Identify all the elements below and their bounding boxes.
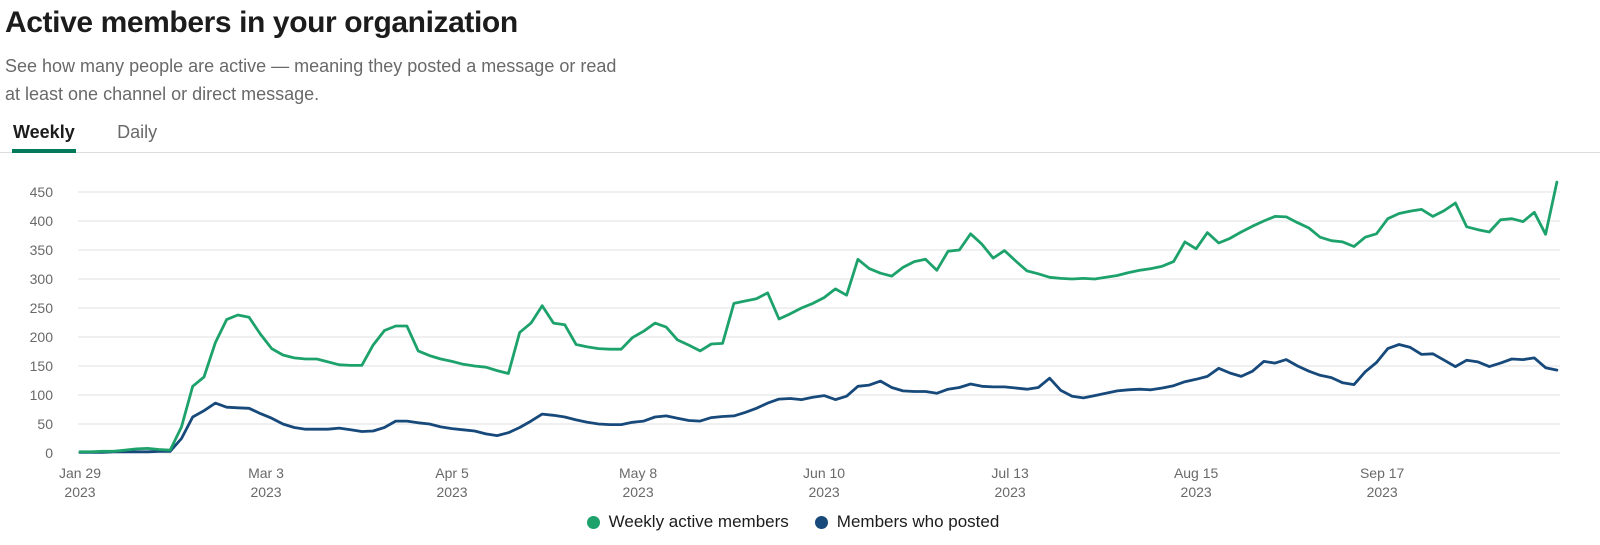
subtitle-line-1: See how many people are active — meaning… bbox=[5, 56, 617, 76]
svg-text:2023: 2023 bbox=[1181, 484, 1212, 500]
svg-text:2023: 2023 bbox=[250, 484, 281, 500]
svg-text:300: 300 bbox=[30, 271, 54, 287]
svg-text:2023: 2023 bbox=[809, 484, 840, 500]
svg-text:Jan 29: Jan 29 bbox=[59, 465, 101, 481]
subtitle-line-2: at least one channel or direct message. bbox=[5, 84, 320, 104]
svg-text:Mar 3: Mar 3 bbox=[248, 465, 284, 481]
legend-item-weekly-active[interactable]: Weekly active members bbox=[586, 512, 789, 532]
svg-text:200: 200 bbox=[30, 329, 54, 345]
svg-text:Jul 13: Jul 13 bbox=[991, 465, 1029, 481]
svg-text:400: 400 bbox=[30, 213, 54, 229]
page-subtitle: See how many people are active — meaning… bbox=[5, 52, 645, 108]
navy-dot-icon bbox=[814, 515, 828, 529]
svg-text:2023: 2023 bbox=[1367, 484, 1398, 500]
svg-text:150: 150 bbox=[30, 358, 54, 374]
svg-text:2023: 2023 bbox=[436, 484, 467, 500]
legend-item-members-posted[interactable]: Members who posted bbox=[814, 512, 1000, 532]
svg-text:Jun 10: Jun 10 bbox=[803, 465, 845, 481]
svg-text:Aug 15: Aug 15 bbox=[1174, 465, 1219, 481]
page-title: Active members in your organization bbox=[5, 6, 518, 39]
svg-text:0: 0 bbox=[45, 445, 53, 461]
svg-text:250: 250 bbox=[30, 300, 54, 316]
tab-weekly[interactable]: Weekly bbox=[12, 116, 76, 153]
svg-text:2023: 2023 bbox=[64, 484, 95, 500]
svg-text:May 8: May 8 bbox=[619, 465, 657, 481]
analytics-header: Active members in your organization See … bbox=[0, 0, 1600, 108]
tab-daily[interactable]: Daily bbox=[117, 122, 158, 142]
legend-label: Weekly active members bbox=[608, 512, 789, 531]
svg-text:Apr 5: Apr 5 bbox=[435, 465, 469, 481]
svg-text:Sep 17: Sep 17 bbox=[1360, 465, 1405, 481]
svg-text:2023: 2023 bbox=[622, 484, 653, 500]
svg-text:450: 450 bbox=[30, 184, 54, 200]
chart-legend: Weekly active members Members who posted bbox=[0, 512, 1586, 532]
green-dot-icon bbox=[586, 515, 600, 529]
svg-text:100: 100 bbox=[30, 387, 54, 403]
svg-text:50: 50 bbox=[37, 416, 53, 432]
svg-text:350: 350 bbox=[30, 242, 54, 258]
legend-label: Members who posted bbox=[836, 512, 1000, 531]
interval-tabs: Weekly Daily bbox=[0, 116, 1600, 153]
svg-text:2023: 2023 bbox=[995, 484, 1026, 500]
